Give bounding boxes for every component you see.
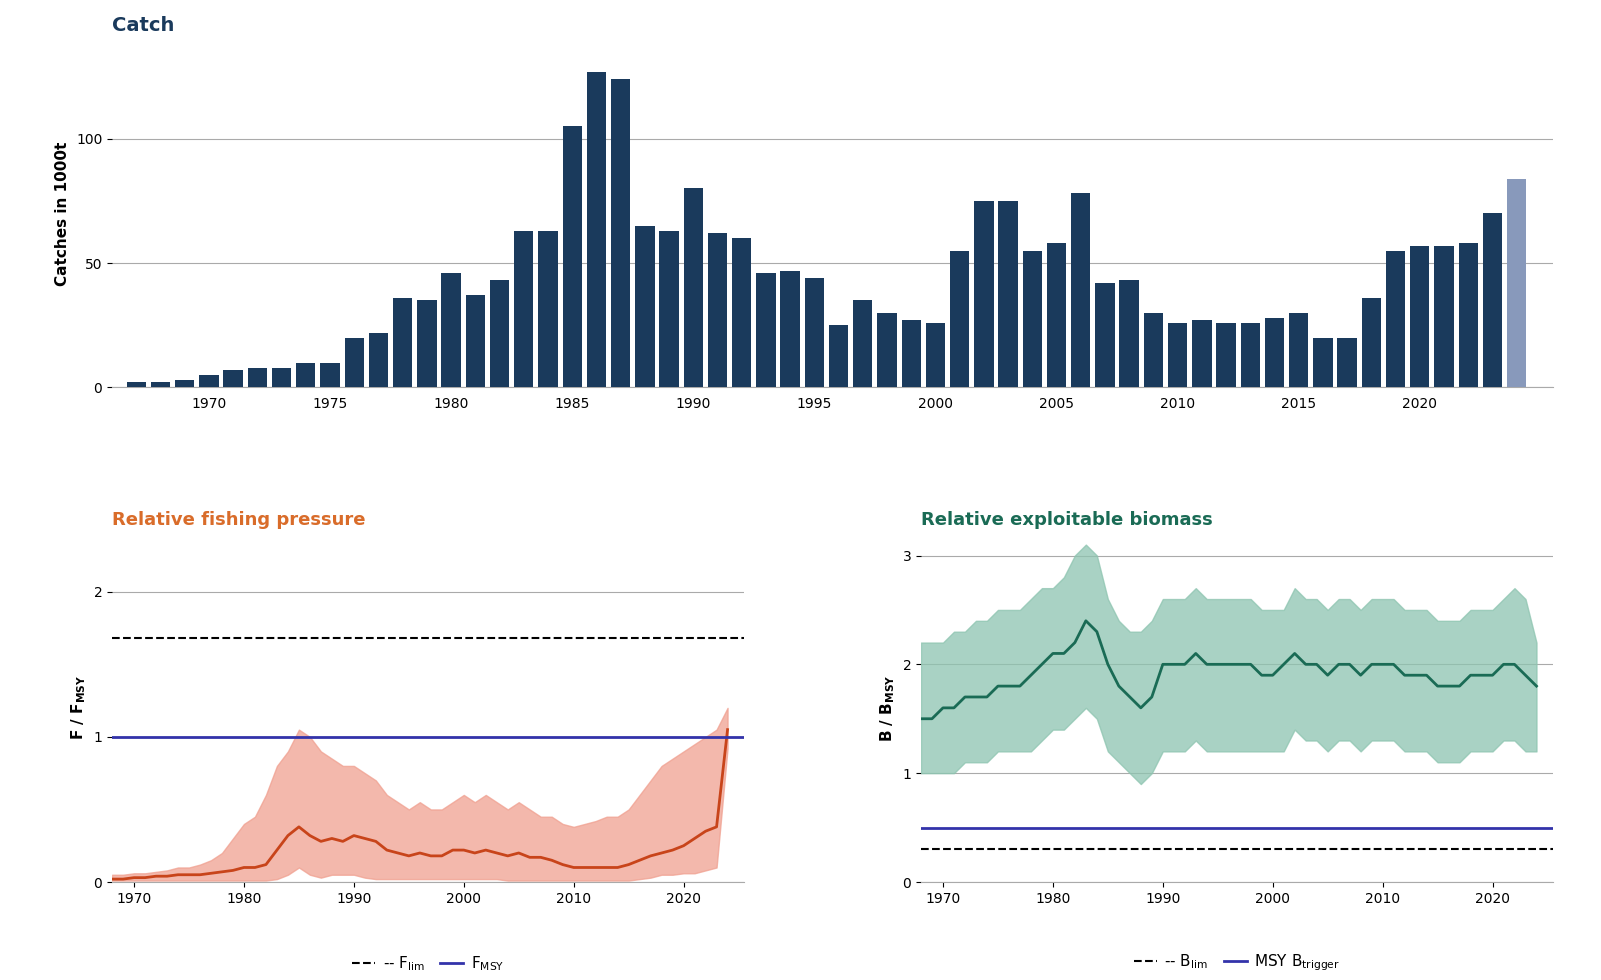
Bar — [684, 188, 703, 387]
Text: Catch: Catch — [112, 16, 175, 35]
Bar — [1265, 318, 1284, 387]
Bar — [612, 79, 631, 387]
Bar — [1434, 246, 1454, 387]
Bar — [1095, 283, 1114, 387]
Bar — [562, 126, 581, 387]
Bar — [248, 368, 267, 387]
Bar — [344, 338, 363, 387]
Bar — [756, 273, 775, 387]
Bar — [392, 298, 413, 387]
Bar — [1071, 193, 1090, 387]
Bar — [901, 320, 921, 387]
Bar — [829, 325, 849, 387]
Bar — [636, 225, 655, 387]
Bar — [1386, 251, 1406, 387]
Bar — [514, 230, 533, 387]
Bar — [1459, 243, 1478, 387]
Bar — [708, 233, 727, 387]
Bar — [1241, 322, 1260, 387]
Bar — [1119, 280, 1138, 387]
Bar — [1047, 243, 1066, 387]
Bar — [1217, 322, 1236, 387]
Bar — [1362, 298, 1382, 387]
Bar — [780, 270, 800, 387]
Bar — [925, 322, 945, 387]
Bar — [1337, 338, 1356, 387]
Bar — [999, 201, 1018, 387]
Bar — [1143, 313, 1162, 387]
Bar — [199, 375, 219, 387]
Bar — [296, 363, 315, 387]
Bar — [732, 238, 751, 387]
Bar — [1023, 251, 1042, 387]
Bar — [1507, 178, 1526, 387]
Bar — [1289, 313, 1308, 387]
Bar — [320, 363, 339, 387]
Bar — [1193, 320, 1212, 387]
Bar — [805, 278, 825, 387]
Bar — [126, 382, 146, 387]
Bar — [877, 313, 897, 387]
Y-axis label: F / F$_{\mathregular{MSY}}$: F / F$_{\mathregular{MSY}}$ — [69, 675, 88, 741]
Bar — [442, 273, 461, 387]
Bar — [660, 230, 679, 387]
Bar — [586, 72, 607, 387]
Bar — [1483, 214, 1502, 387]
Text: Relative fishing pressure: Relative fishing pressure — [112, 512, 365, 529]
Bar — [853, 301, 873, 387]
Bar — [973, 201, 994, 387]
Bar — [175, 380, 194, 387]
Legend: -- $\mathregular{F_{lim}}$, $\mathregular{F_{MSY}}$: -- $\mathregular{F_{lim}}$, $\mathregula… — [346, 948, 511, 979]
Bar — [1410, 246, 1430, 387]
Bar — [1167, 322, 1188, 387]
Bar — [490, 280, 509, 387]
Y-axis label: B / B$_{\mathregular{MSY}}$: B / B$_{\mathregular{MSY}}$ — [877, 674, 897, 742]
Bar — [418, 301, 437, 387]
Bar — [150, 382, 170, 387]
Bar — [466, 295, 485, 387]
Bar — [949, 251, 969, 387]
Legend: -- $\mathregular{B_{lim}}$, $\mathregular{MSY\ B_{trigger}}$: -- $\mathregular{B_{lim}}$, $\mathregula… — [1127, 946, 1346, 979]
Text: Relative exploitable biomass: Relative exploitable biomass — [921, 512, 1212, 529]
Bar — [272, 368, 291, 387]
Y-axis label: Catches in 1000t: Catches in 1000t — [56, 141, 70, 285]
Bar — [224, 370, 243, 387]
Bar — [368, 333, 387, 387]
Bar — [538, 230, 557, 387]
Bar — [1313, 338, 1332, 387]
